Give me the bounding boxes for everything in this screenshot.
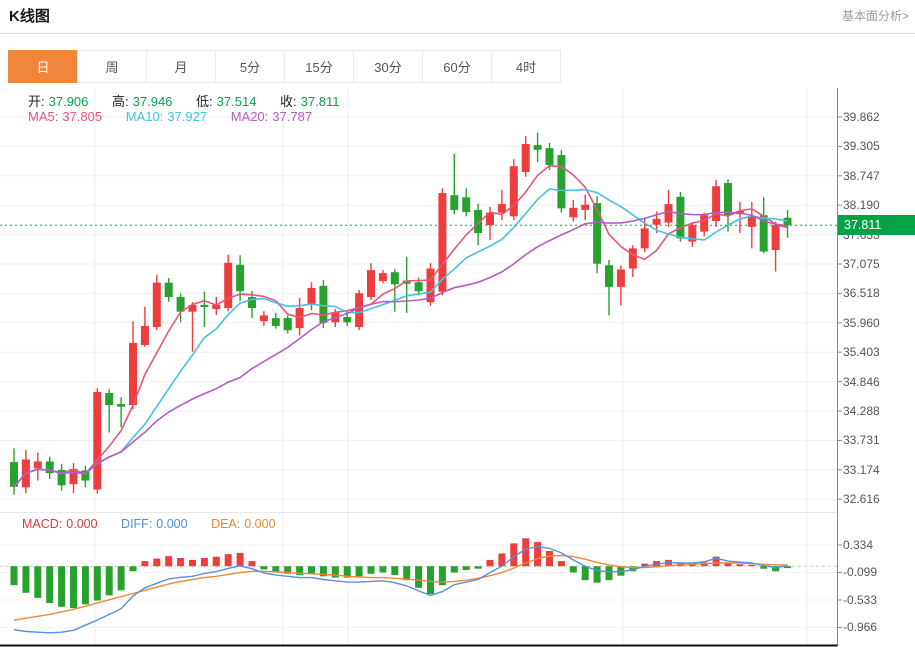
- macd-value: 0.000: [66, 517, 98, 531]
- low-value: 37.514: [216, 94, 257, 109]
- tab-week[interactable]: 周: [77, 50, 147, 83]
- tab-4hour[interactable]: 4时: [491, 50, 561, 83]
- open-value: 37.906: [48, 94, 89, 109]
- high-label: 高:: [112, 94, 129, 109]
- tab-60min[interactable]: 60分: [422, 50, 492, 83]
- ma10-value: 37.927: [167, 109, 208, 124]
- price-tick-label: 39.862: [843, 110, 880, 124]
- ma-legend: MA5: 37.805 MA10: 37.927 MA20: 37.787: [28, 109, 316, 124]
- dea-value: 0.000: [244, 517, 276, 531]
- tab-30min[interactable]: 30分: [353, 50, 423, 83]
- macd-legend: MACD: 0.000 DIFF: 0.000 DEA: 0.000: [22, 517, 280, 531]
- price-tick-label: 38.190: [843, 198, 880, 213]
- price-tick-label: 34.846: [843, 374, 880, 389]
- tab-month[interactable]: 月: [146, 50, 216, 83]
- close-value: 37.811: [300, 94, 340, 109]
- ma20-label: MA20:: [230, 109, 269, 124]
- tab-15min[interactable]: 15分: [284, 50, 354, 83]
- open-label: 开:: [28, 94, 45, 109]
- diff-label: DIFF:: [121, 517, 153, 531]
- price-tick-label: 35.960: [843, 315, 880, 330]
- close-label: 收:: [280, 94, 297, 109]
- price-tick-label: 39.305: [843, 139, 880, 154]
- price-tick-label: 34.288: [843, 404, 880, 418]
- price-tick-label: 37.075: [843, 257, 880, 271]
- price-tick-label: 33.731: [843, 433, 880, 448]
- high-value: 37.946: [132, 94, 173, 109]
- ma20-value: 37.787: [272, 109, 313, 124]
- ma5-value: 37.805: [62, 109, 103, 124]
- current-price-badge: 37.811: [838, 215, 915, 235]
- page-title: K线图: [9, 8, 50, 25]
- low-label: 低:: [196, 94, 213, 109]
- diff-value: 0.000: [156, 517, 188, 531]
- tab-day[interactable]: 日: [8, 50, 78, 83]
- price-tick-label: 38.747: [843, 168, 880, 183]
- period-tab-bar: 日周月 5分 15分 30分 60分 4时: [8, 50, 561, 83]
- price-tick-label: 32.616: [843, 492, 880, 507]
- ma10-label: MA10:: [125, 109, 164, 124]
- dea-label: DEA:: [211, 517, 241, 531]
- price-tick-label: 36.518: [843, 286, 880, 301]
- macd-tick-label: -0.533: [843, 593, 878, 607]
- price-tick-label: 33.174: [843, 462, 880, 477]
- ohlc-legend: 开: 37.906 高: 37.946 低: 37.514 收: 37.811: [28, 91, 343, 110]
- price-tick-label: 35.403: [843, 345, 880, 360]
- macd-label: MACD:: [22, 517, 63, 531]
- tab-5min[interactable]: 5分: [215, 50, 285, 83]
- macd-tick-label: -0.966: [843, 620, 878, 635]
- macd-tick-label: 0.334: [843, 538, 874, 552]
- macd-tick-label: -0.099: [843, 565, 878, 580]
- ma5-label: MA5:: [28, 109, 59, 124]
- header-divider: [0, 33, 915, 34]
- fundamental-analysis-link[interactable]: 基本面分析>: [841, 9, 909, 23]
